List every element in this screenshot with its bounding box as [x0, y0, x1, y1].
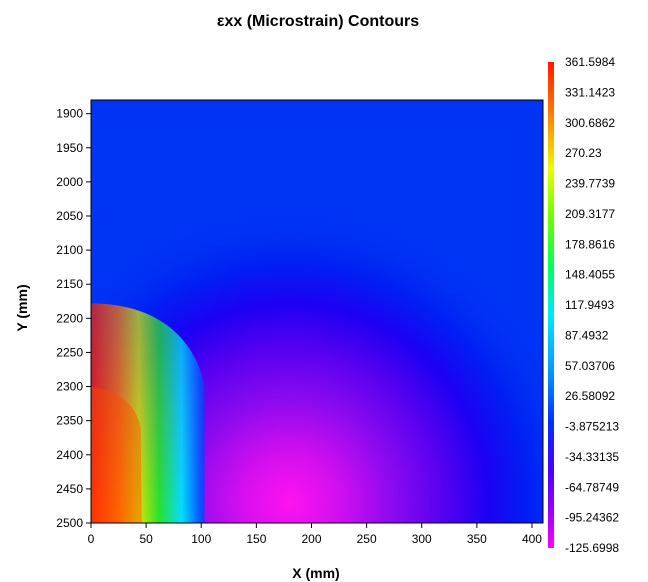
y-tick-label: 2150	[56, 277, 83, 291]
colorbar-tick-label: 331.1423	[565, 85, 615, 99]
y-tick-label: 2000	[56, 175, 83, 189]
y-axis: 1900 1950 2000 2050 2100 2150 2200 2250 2300 2350…	[56, 107, 91, 530]
y-tick-label: 2050	[56, 209, 83, 223]
contour-positive-region	[91, 303, 205, 523]
colorbar: 361.5984 331.1423 300.6862 270.23 239.7739 20…	[548, 55, 619, 555]
colorbar-tick-label: 57.03706	[565, 359, 615, 373]
colorbar-tick-label: 148.4055	[565, 268, 615, 282]
y-tick-label: 2500	[56, 516, 83, 530]
x-tick-label: 200	[301, 532, 321, 546]
colorbar-tick-label: -125.6998	[565, 541, 619, 555]
y-tick-label: 2250	[56, 345, 83, 359]
x-tick-label: 400	[522, 532, 542, 546]
colorbar-tick-label: -3.875213	[565, 420, 619, 434]
y-tick-label: 2450	[56, 482, 83, 496]
colorbar-tick-label: 209.3177	[565, 207, 615, 221]
colorbar-tick-label: 26.58092	[565, 389, 615, 403]
x-tick-label: 300	[412, 532, 432, 546]
x-axis-label: X (mm)	[292, 565, 339, 581]
x-tick-label: 250	[357, 532, 377, 546]
colorbar-tick-label: 361.5984	[565, 55, 615, 69]
x-tick-label: 100	[191, 532, 211, 546]
y-axis-label: Y (mm)	[14, 284, 30, 331]
colorbar-tick-label: 239.7739	[565, 177, 615, 191]
y-tick-label: 1950	[56, 141, 83, 155]
x-axis: 0 50 100 150 200 250 300 350 400	[88, 523, 542, 546]
plot-area	[90, 99, 544, 524]
colorbar-tick-label: 87.4932	[565, 328, 609, 342]
y-tick-label: 1900	[56, 107, 83, 121]
y-tick-label: 2200	[56, 311, 83, 325]
colorbar-tick-label: 270.23	[565, 146, 602, 160]
colorbar-tick-label: -34.33135	[565, 450, 619, 464]
colorbar-tick-label: 117.9493	[565, 298, 614, 312]
x-tick-label: 350	[467, 532, 487, 546]
plot-frame	[90, 99, 544, 524]
chart-title: εxx (Microstrain) Contours	[217, 13, 419, 30]
y-tick-label: 2400	[56, 448, 83, 462]
colorbar-tick-label: -64.78749	[565, 480, 619, 494]
colorbar-tick-label: 300.6862	[565, 116, 615, 130]
x-tick-label: 0	[88, 532, 95, 546]
colorbar-tick-label: -95.24362	[565, 511, 619, 525]
x-tick-label: 50	[139, 532, 153, 546]
y-tick-label: 2300	[56, 380, 83, 394]
colorbar-tick-label: 178.8616	[565, 237, 615, 251]
y-tick-label: 2100	[56, 243, 83, 257]
y-tick-label: 2350	[56, 414, 83, 428]
contour-peak-region	[91, 386, 142, 523]
colorbar-gradient	[548, 62, 554, 548]
x-tick-label: 150	[246, 532, 266, 546]
